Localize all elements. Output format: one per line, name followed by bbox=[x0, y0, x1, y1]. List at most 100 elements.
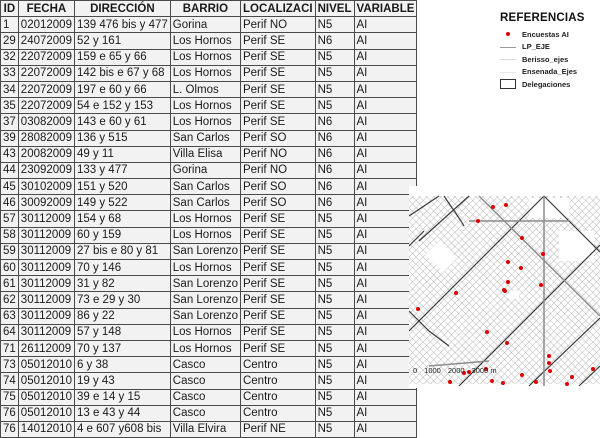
table-cell: 151 y 520 bbox=[73, 178, 171, 196]
table-cell: N5 bbox=[314, 242, 355, 261]
table-cell: Los Hornos bbox=[169, 48, 241, 66]
table-cell: 61 bbox=[0, 275, 19, 293]
table-cell: Los Hornos bbox=[169, 97, 241, 115]
table-cell: 05012010 bbox=[17, 388, 75, 406]
table-cell: Perif SO bbox=[239, 178, 316, 196]
table-cell: 30112009 bbox=[17, 291, 75, 309]
table-cell: 73 bbox=[0, 356, 19, 374]
table-cell: Perif SE bbox=[239, 32, 316, 50]
table-cell: N5 bbox=[314, 404, 355, 422]
table-cell: N5 bbox=[314, 388, 355, 406]
table-cell: N5 bbox=[314, 48, 355, 66]
table-cell: San Lorenzo bbox=[169, 291, 241, 309]
table-cell: Perif SO bbox=[239, 194, 316, 212]
table-cell: N5 bbox=[314, 339, 355, 358]
table-cell: Perif SE bbox=[239, 258, 316, 277]
street-map: 0 1000 2000 3000 m bbox=[409, 186, 600, 388]
table-cell: N6 bbox=[314, 145, 355, 163]
table-cell: 30092009 bbox=[17, 194, 75, 212]
table-row: 35 22072009 54 e 152 y 153 Los Hornos Perif … bbox=[0, 97, 418, 115]
table-cell: 30112009 bbox=[17, 307, 75, 325]
map-graphic bbox=[409, 195, 600, 387]
column-header: NIVEL bbox=[314, 0, 355, 18]
table-cell: AI bbox=[353, 275, 418, 293]
table-cell: 73 e 29 y 30 bbox=[73, 291, 171, 309]
table-cell: 59 bbox=[0, 242, 19, 261]
table-cell: Perif SE bbox=[239, 210, 316, 228]
table-cell: Los Hornos bbox=[169, 258, 241, 277]
table-row: 34 22072009 197 e 60 y 66 L. Olmos Perif SE N… bbox=[0, 80, 418, 99]
table-row: 44 23092009 133 y 477 Gorina Perif NO N6 AI bbox=[0, 161, 418, 180]
table-cell: AI bbox=[353, 16, 418, 34]
table-cell: N5 bbox=[314, 64, 355, 82]
table-cell: 70 y 137 bbox=[73, 339, 171, 358]
table-cell: 154 y 68 bbox=[73, 210, 171, 228]
table-cell: Perif SE bbox=[239, 307, 316, 325]
table-cell: N5 bbox=[314, 307, 355, 325]
table-cell: N6 bbox=[314, 161, 355, 180]
table-cell: Perif NO bbox=[239, 145, 316, 163]
legend-title: REFERENCIAS bbox=[500, 12, 585, 24]
table-row: 39 28082009 136 y 515 San Carlos Perif SO N6 A… bbox=[0, 129, 418, 147]
table-cell: 76 bbox=[0, 404, 19, 422]
table-cell: 39 bbox=[0, 129, 19, 147]
table-cell: AI bbox=[353, 161, 418, 180]
table-cell: AI bbox=[353, 178, 418, 196]
table-cell: 133 y 477 bbox=[73, 161, 171, 180]
survey-table: ID FECHA DIRECCIÓN BARRIO LOCALIZACI NIVEL VAR… bbox=[0, 0, 418, 438]
table-cell: AI bbox=[353, 32, 418, 50]
table-cell: 86 y 22 bbox=[73, 307, 171, 325]
table-cell: San Lorenzo bbox=[169, 275, 241, 293]
table-cell: 28082009 bbox=[17, 129, 75, 147]
table-row: 75 05012010 39 e 14 y 15 Casco Centro N5 AI bbox=[0, 388, 418, 406]
table-cell: N5 bbox=[314, 210, 355, 228]
table-cell: 54 e 152 y 153 bbox=[73, 97, 171, 115]
table-cell: 24072009 bbox=[17, 32, 75, 50]
table-cell: 22072009 bbox=[17, 48, 75, 66]
table-row: 74 05012010 19 y 43 Casco Centro N5 AI bbox=[0, 372, 418, 390]
table-cell: N5 bbox=[314, 275, 355, 293]
table-cell: 64 bbox=[0, 323, 19, 341]
table-row: 58 30112009 60 y 159 Los Hornos Perif SE N5 AI bbox=[0, 226, 418, 244]
table-cell: AI bbox=[353, 404, 418, 422]
table-cell: 57 bbox=[0, 210, 19, 228]
table-cell: Perif SE bbox=[239, 339, 316, 358]
legend-item-berisso: Berisso_ejes bbox=[500, 53, 600, 66]
table-cell: Perif SE bbox=[239, 242, 316, 261]
legend: REFERENCIAS Encuestas AI LP_EJE Berisso_… bbox=[500, 12, 600, 91]
table-cell: 32 bbox=[0, 48, 19, 66]
table-row: 63 30112009 86 y 22 San Lorenzo Perif SE N5 AI bbox=[0, 307, 418, 325]
column-header: BARRIO bbox=[169, 0, 241, 18]
table-cell: 44 bbox=[0, 161, 19, 180]
table-cell: 45 bbox=[0, 178, 19, 196]
table-cell: 30102009 bbox=[17, 178, 75, 196]
table-cell: N6 bbox=[314, 194, 355, 212]
table-cell: AI bbox=[353, 356, 418, 374]
table-cell: 52 y 161 bbox=[73, 32, 171, 50]
table-row: 64 30112009 57 y 148 Los Hornos Perif SE N5 AI bbox=[0, 323, 418, 341]
line-icon bbox=[500, 42, 516, 52]
table-row: 43 20082009 49 y 11 Villa Elisa Perif NO N6 AI bbox=[0, 145, 418, 163]
table-cell: AI bbox=[353, 145, 418, 163]
table-cell: 37 bbox=[0, 113, 19, 131]
table-cell: 22072009 bbox=[17, 80, 75, 99]
table-cell: Los Hornos bbox=[169, 210, 241, 228]
table-cell: Gorina bbox=[169, 16, 241, 34]
column-header: VARIABLE bbox=[353, 0, 418, 18]
table-header-row: ID FECHA DIRECCIÓN BARRIO LOCALIZACI NIVEL VAR… bbox=[0, 0, 418, 18]
table-cell: AI bbox=[353, 323, 418, 341]
table-cell: 57 y 148 bbox=[73, 323, 171, 341]
table-cell: 31 y 82 bbox=[73, 275, 171, 293]
table-cell: 29 bbox=[0, 32, 19, 50]
table-cell: N5 bbox=[314, 97, 355, 115]
table-row: 57 30112009 154 y 68 Los Hornos Perif SE N5 AI bbox=[0, 210, 418, 228]
table-cell: Villa Elisa bbox=[169, 145, 241, 163]
table-row: 37 03082009 143 e 60 y 61 Los Hornos Perif S… bbox=[0, 113, 418, 131]
table-cell: AI bbox=[353, 210, 418, 228]
table-cell: Perif SE bbox=[239, 48, 316, 66]
table-cell: 63 bbox=[0, 307, 19, 325]
table-cell: Los Hornos bbox=[169, 64, 241, 82]
table-cell: N6 bbox=[314, 113, 355, 131]
line-icon bbox=[500, 54, 516, 64]
legend-item-delegaciones: Delegaciones bbox=[500, 78, 600, 91]
